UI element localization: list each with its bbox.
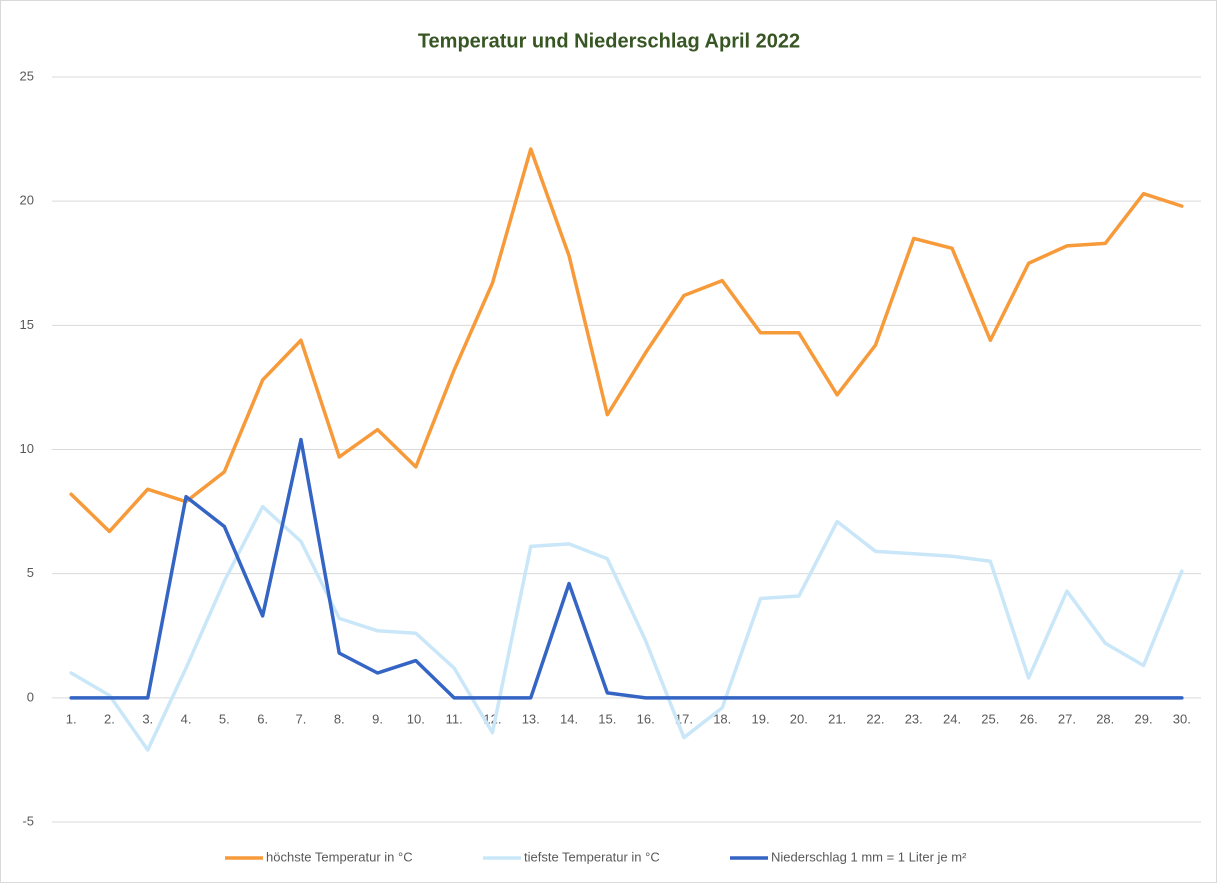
y-tick-label: 25 bbox=[20, 68, 34, 83]
x-tick-label: 10. bbox=[407, 711, 425, 726]
x-tick-label: 26. bbox=[1020, 711, 1038, 726]
y-tick-label: 20 bbox=[20, 193, 34, 208]
x-tick-label: 19. bbox=[752, 711, 770, 726]
legend-label: höchste Temperatur in °C bbox=[266, 849, 413, 864]
y-tick-label: 15 bbox=[20, 317, 34, 332]
series-line bbox=[69, 147, 1184, 534]
chart-title: Temperatur und Niederschlag April 2022 bbox=[418, 30, 800, 52]
x-tick-label: 30. bbox=[1173, 711, 1191, 726]
legend-label: Niederschlag 1 mm = 1 Liter je m² bbox=[771, 849, 967, 864]
x-tick-label: 21. bbox=[828, 711, 846, 726]
y-tick-label: 10 bbox=[20, 441, 34, 456]
x-tick-label: 3. bbox=[142, 711, 153, 726]
x-tick-label: 18. bbox=[713, 711, 731, 726]
x-tick-label: 29. bbox=[1135, 711, 1153, 726]
series-line bbox=[69, 504, 1184, 752]
x-tick-label: 22. bbox=[866, 711, 884, 726]
y-tick-label: 5 bbox=[27, 565, 34, 580]
x-tick-label: 7. bbox=[296, 711, 307, 726]
x-tick-label: 8. bbox=[334, 711, 345, 726]
x-tick-label: 11. bbox=[446, 711, 463, 726]
x-tick-label: 5. bbox=[219, 711, 230, 726]
x-tick-label: 27. bbox=[1058, 711, 1076, 726]
y-tick-label: 0 bbox=[27, 689, 34, 704]
x-tick-label: 15. bbox=[598, 711, 616, 726]
x-tick-label: 16. bbox=[637, 711, 655, 726]
x-tick-label: 13. bbox=[522, 711, 540, 726]
x-tick-label: 2. bbox=[104, 711, 115, 726]
x-tick-label: 23. bbox=[905, 711, 923, 726]
x-tick-label: 28. bbox=[1096, 711, 1114, 726]
x-tick-label: 20. bbox=[790, 711, 808, 726]
x-tick-label: 9. bbox=[372, 711, 383, 726]
x-tick-label: 25. bbox=[981, 711, 999, 726]
x-tick-label: 1. bbox=[66, 711, 77, 726]
legend-label: tiefste Temperatur in °C bbox=[524, 849, 660, 864]
x-tick-label: 24. bbox=[943, 711, 961, 726]
series-line bbox=[69, 437, 1184, 700]
x-tick-label: 14. bbox=[560, 711, 578, 726]
x-tick-label: 6. bbox=[257, 711, 268, 726]
x-tick-label: 4. bbox=[181, 711, 192, 726]
y-tick-label: -5 bbox=[22, 813, 34, 828]
